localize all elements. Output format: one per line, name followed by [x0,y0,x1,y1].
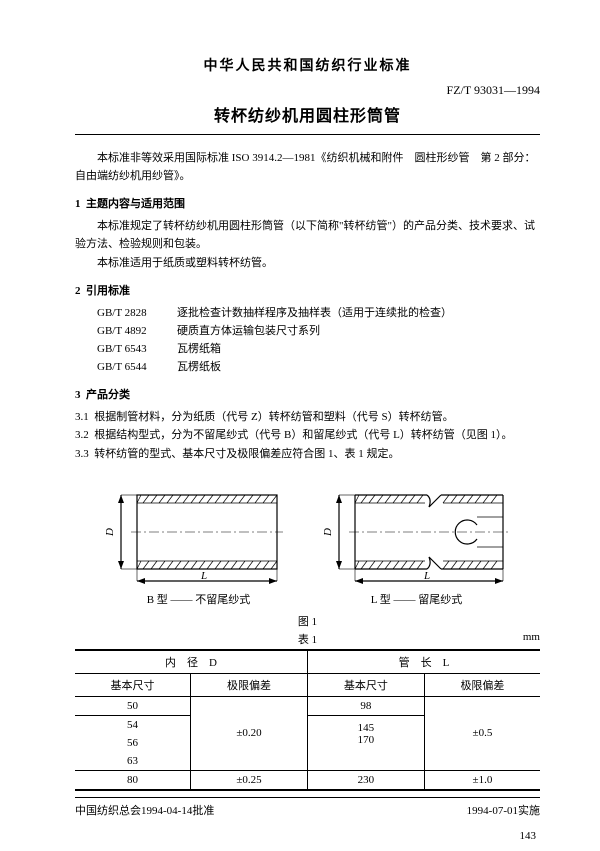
doc-code: FZ/T 93031—1994 [75,83,540,98]
page-number: 143 [75,830,540,842]
reference-item: GB/T 2828逐批检查计数抽样程序及抽样表（适用于连续批的检查） [75,304,540,322]
table-label-row: 表 1 mm [75,631,540,647]
section-1-p1: 本标准规定了转杯纺纱机用圆柱形筒管（以下简称"转杯纺管"）的产品分类、技术要求、… [75,217,540,253]
section-1-p2: 本标准适用于纸质或塑料转杯纺管。 [75,254,540,272]
svg-text:L: L [199,570,206,582]
table-label: 表 1 [115,631,500,647]
figure-b: D L [99,477,289,587]
section-2-head: 2引用标准 [75,282,540,298]
reference-item: GB/T 4892硬质直方体运输包装尺寸系列 [75,322,540,340]
footer: 中国纺织总会1994-04-14批准 1994-07-01实施 [75,797,540,818]
title-rule [75,134,540,135]
reference-item: GB/T 6544瓦楞纸板 [75,358,540,376]
section-3-items: 3.1根据制管材料，分为纸质（代号 Z）转杯纺管和塑料（代号 S）转杯纺管。3.… [75,408,540,462]
figure-b-caption: B 型 —— 不留尾纱式 [104,591,294,607]
svg-text:D: D [322,528,334,537]
svg-text:D: D [104,528,116,537]
figure-l: D L [317,477,517,587]
section-1-head: 1主题内容与适用范围 [75,195,540,211]
section-3-item: 3.2根据结构型式，分为不留尾纱式（代号 B）和留尾纱式（代号 L）转杯纺管（见… [75,426,540,444]
svg-text:L: L [422,570,429,582]
intro-paragraph: 本标准非等效采用国际标准 ISO 3914.2—1981《纺织机械和附件 圆柱形… [75,149,540,185]
figure-captions: B 型 —— 不留尾纱式 L 型 —— 留尾纱式 [75,591,540,607]
figure-l-caption: L 型 —— 留尾纱式 [322,591,512,607]
section-3-head: 3产品分类 [75,386,540,402]
main-title: 转杯纺纱机用圆柱形筒管 [75,102,540,126]
section-3-item: 3.1根据制管材料，分为纸质（代号 Z）转杯纺管和塑料（代号 S）转杯纺管。 [75,408,540,426]
figure-label: 图 1 [75,613,540,629]
section-3-item: 3.3转杯纺管的型式、基本尺寸及极限偏差应符合图 1、表 1 规定。 [75,445,540,463]
table-unit: mm [500,631,540,647]
reference-item: GB/T 6543瓦楞纸箱 [75,340,540,358]
org-title: 中华人民共和国纺织行业标准 [75,55,540,75]
footer-approval: 中国纺织总会1994-04-14批准 [75,802,214,818]
footer-effective: 1994-07-01实施 [467,802,540,818]
figure-row: D L [75,477,540,587]
dimensions-table: 内 径 D 管 长 L 基本尺寸 极限偏差 基本尺寸 极限偏差 50 ±0.20… [75,649,540,791]
reference-list: GB/T 2828逐批检查计数抽样程序及抽样表（适用于连续批的检查）GB/T 4… [75,304,540,377]
